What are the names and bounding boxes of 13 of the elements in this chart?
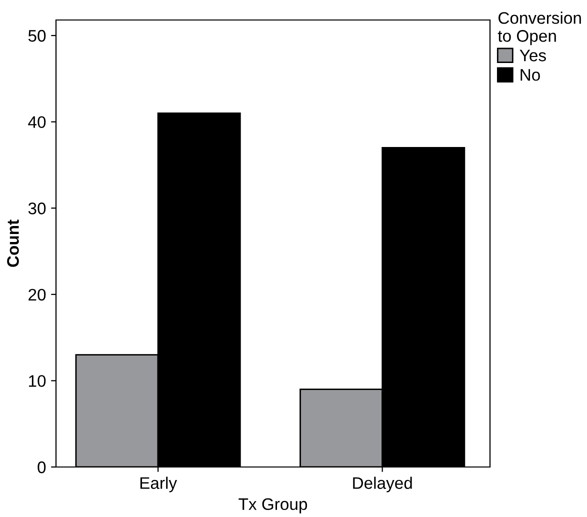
- y-tick-label: 30: [28, 202, 46, 214]
- y-tick-label: 20: [28, 288, 46, 301]
- y-axis-title: Count: [7, 220, 19, 267]
- legend-label: No: [520, 69, 540, 81]
- legend-label: Yes: [520, 50, 546, 62]
- y-tick-label: 50: [28, 30, 46, 42]
- y-tick-label: 0: [38, 461, 46, 474]
- legend-title: Conversion to Open: [498, 12, 581, 46]
- x-tick-label: Delayed: [353, 476, 412, 492]
- x-tick-label: Early: [140, 476, 178, 492]
- x-axis-title: Tx Group: [238, 498, 308, 514]
- y-tick-label: 40: [28, 116, 46, 128]
- y-tick-label: 10: [29, 375, 46, 387]
